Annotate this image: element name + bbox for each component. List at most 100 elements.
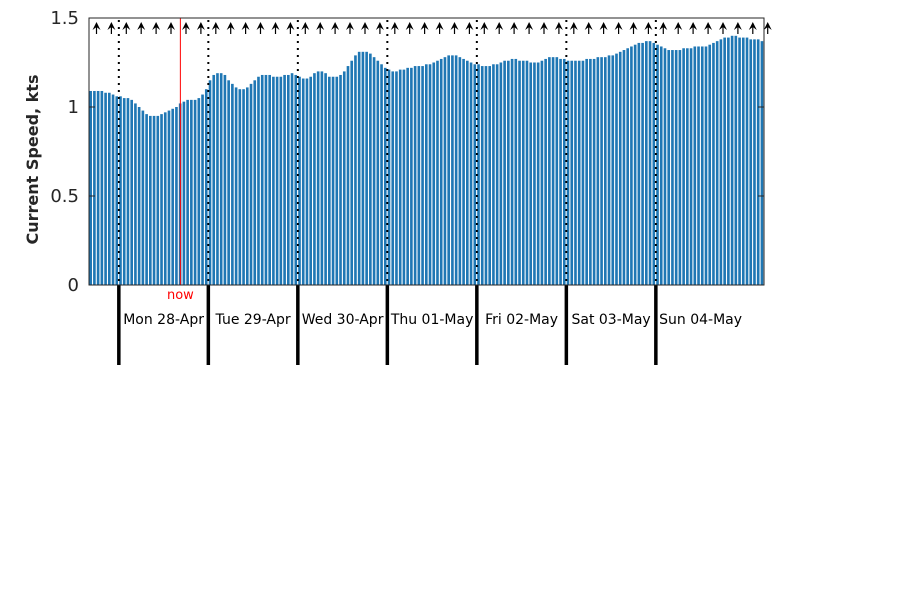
bar [305,78,309,286]
bar [100,90,104,285]
bar [410,67,413,285]
bar [525,60,529,285]
day-label: Sat 03-May [571,312,650,328]
direction-arrow-icon [286,22,295,34]
bar [645,41,648,285]
day-label: Thu 01-May [390,312,474,328]
bar [436,60,439,285]
bar [231,83,234,285]
bar [115,96,119,285]
bar [540,60,544,285]
bar [499,62,503,285]
direction-arrow-icon [226,22,235,34]
bar [122,98,126,285]
direction-arrow-icon [540,22,548,34]
bar [592,58,596,285]
bar [544,58,547,285]
bar [93,90,96,285]
bar [167,110,171,285]
bar [421,66,424,285]
direction-arrow-icon [644,22,653,34]
direction-arrow-icon [614,22,623,34]
day-labels: Mon 28-Apr Tue 29-Apr Wed 30-Apr Thu 01-May… [123,312,742,328]
bar [697,46,700,286]
bar [521,60,525,285]
bar [257,76,260,286]
bar [346,66,350,285]
bar [283,74,286,286]
bar [294,74,298,286]
bar [712,42,715,285]
bar [551,57,555,285]
direction-arrow-icon [107,22,116,34]
bar [313,73,316,286]
direction-arrow-icon [375,22,384,34]
bar [451,55,454,285]
bar [443,57,447,285]
bar [193,99,197,285]
direction-arrow-icon [256,22,265,34]
bar [641,42,644,285]
bar [734,35,738,285]
direction-arrow-icon [196,22,205,34]
y-tick-label: 1.5 [50,8,79,29]
bar [238,89,242,285]
bar [529,62,533,285]
bar [417,66,421,285]
bar [413,66,417,285]
bar [398,69,402,286]
direction-arrow-icon [629,22,638,34]
day-label: Wed 30-Apr [302,312,384,328]
direction-arrow-icon [719,22,727,34]
bar [208,80,212,285]
bar [365,51,368,285]
bar [234,87,238,285]
bar [723,37,726,285]
direction-arrow-icon [152,22,161,34]
direction-arrow-icon [674,22,683,34]
bar [160,114,163,286]
bar [201,94,204,285]
direction-arrow-icon [361,22,369,34]
bar [730,35,734,285]
bar [548,57,551,285]
direction-arrow-icon [92,22,101,34]
bar [447,55,450,285]
bar [715,41,719,285]
bar [626,48,629,286]
direction-arrow-icon [584,22,593,34]
direction-arrow-icon [525,22,534,34]
bar [428,64,432,285]
bar [596,57,600,285]
bar [182,101,186,285]
bar [458,57,462,285]
bar [290,73,294,286]
bar [320,71,324,286]
direction-arrow-icon [689,22,698,34]
bar [361,51,365,285]
y-tick-label: 0 [68,275,79,296]
bar [149,115,152,286]
bar [488,66,492,285]
bar [469,62,473,285]
bar [738,37,741,285]
bar [637,42,641,285]
bar [756,39,760,285]
bar [507,60,510,285]
bar [503,60,506,285]
bar [633,44,637,286]
bar [324,73,327,286]
bar [577,60,581,285]
y-axis-label: Current Speed, kts [23,75,42,245]
bar [328,76,331,286]
direction-arrow-icon [346,22,354,34]
bar [656,44,659,286]
bar [212,74,216,286]
bar [600,57,603,285]
bar [264,74,268,286]
bar [130,99,133,285]
bar [510,58,514,285]
bar [152,115,156,286]
y-axis: 0 0.5 1 1.5 [50,8,764,296]
bar-series [89,35,764,286]
